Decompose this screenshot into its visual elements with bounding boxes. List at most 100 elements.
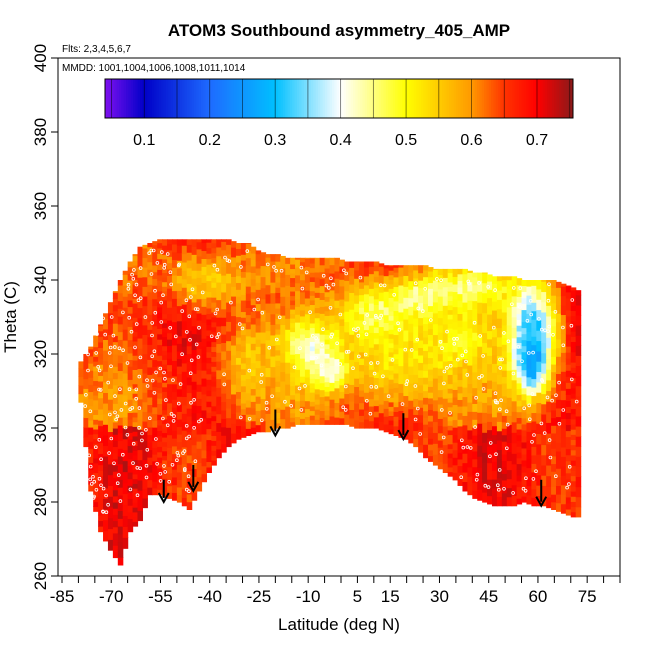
heatmap-cell xyxy=(167,383,173,391)
heatmap-cell xyxy=(157,473,163,480)
heatmap-cell xyxy=(575,355,582,367)
heatmap-cell xyxy=(226,330,232,342)
heatmap-cell xyxy=(487,305,493,315)
heatmap-cell xyxy=(216,431,222,441)
heatmap-cell xyxy=(290,412,296,418)
heatmap-cell xyxy=(265,394,272,405)
heatmap-cell xyxy=(457,386,464,394)
heatmap-cell xyxy=(186,392,193,401)
heatmap-cell xyxy=(255,353,262,362)
observation-point xyxy=(494,400,498,405)
heatmap-cell xyxy=(176,252,183,261)
heatmap-cell xyxy=(250,311,257,319)
heatmap-cell xyxy=(112,501,119,509)
observation-point xyxy=(121,310,125,315)
heatmap-cell xyxy=(127,346,134,354)
observation-point xyxy=(299,265,304,270)
heatmap-cell xyxy=(152,318,158,327)
heatmap-cell xyxy=(383,353,390,363)
heatmap-cell xyxy=(132,497,139,503)
observation-point xyxy=(344,271,349,276)
heatmap-cell xyxy=(531,280,537,286)
heatmap-cell xyxy=(467,346,473,357)
heatmap-cell xyxy=(324,391,331,397)
heatmap-cell xyxy=(526,280,532,287)
heatmap-cell xyxy=(368,347,375,356)
observation-point xyxy=(502,486,506,491)
heatmap-cell xyxy=(457,359,464,367)
colorbar-tick-label: 0.3 xyxy=(264,132,286,149)
heatmap-cell xyxy=(408,383,414,393)
observation-point xyxy=(159,320,164,324)
heatmap-cell xyxy=(240,254,247,261)
heatmap-cell xyxy=(201,417,208,427)
heatmap-cell xyxy=(368,420,375,429)
heatmap-cell xyxy=(176,373,183,382)
heatmap-cell xyxy=(452,291,459,300)
heatmap-cell xyxy=(186,470,193,479)
heatmap-cell xyxy=(477,313,483,325)
heatmap-cell xyxy=(413,285,419,295)
colorbar-segment xyxy=(259,79,263,118)
heatmap-cell xyxy=(452,434,459,443)
observation-point xyxy=(130,272,134,277)
heatmap-cell xyxy=(516,486,523,493)
heatmap-cell xyxy=(452,411,459,421)
heatmap-cell xyxy=(472,395,478,404)
heatmap-cell xyxy=(240,425,247,433)
heatmap-cell xyxy=(142,430,148,441)
heatmap-cell xyxy=(167,485,173,493)
observation-point xyxy=(528,298,533,303)
heatmap-cell xyxy=(359,364,365,372)
heatmap-cell xyxy=(290,345,296,351)
heatmap-cell xyxy=(127,412,134,420)
heatmap-cell xyxy=(541,444,547,456)
heatmap-cell xyxy=(245,392,252,401)
heatmap-cell xyxy=(157,483,163,490)
heatmap-cell xyxy=(191,317,198,327)
heatmap-cell xyxy=(299,394,306,401)
heatmap-cell xyxy=(93,336,99,343)
heatmap-cell xyxy=(88,391,94,400)
heatmap-cell xyxy=(423,310,429,318)
heatmap-cell xyxy=(319,327,326,335)
heatmap-cell xyxy=(137,510,144,522)
heatmap-cell xyxy=(491,470,498,480)
heatmap-cell xyxy=(275,396,281,403)
heatmap-cell xyxy=(314,414,321,420)
heatmap-cell xyxy=(363,266,370,277)
heatmap-cell xyxy=(98,336,104,343)
colorbar-segment xyxy=(493,79,497,118)
heatmap-cell xyxy=(201,354,208,363)
observation-point xyxy=(101,316,105,321)
heatmap-cell xyxy=(201,314,208,323)
heatmap-cell xyxy=(176,290,183,299)
heatmap-cell xyxy=(373,265,380,272)
colorbar-segment xyxy=(430,79,434,118)
heatmap-cell xyxy=(546,305,552,317)
heatmap-cell xyxy=(570,475,577,482)
observation-point xyxy=(522,406,526,411)
heatmap-cell xyxy=(383,361,390,370)
heatmap-cell xyxy=(541,352,547,364)
heatmap-cell xyxy=(98,453,104,460)
heatmap-cell xyxy=(447,314,454,320)
heatmap-cell xyxy=(290,268,296,274)
observation-point xyxy=(153,288,157,293)
heatmap-cell xyxy=(107,485,114,497)
heatmap-cell xyxy=(299,291,306,299)
heatmap-cell xyxy=(299,364,306,371)
heatmap-cell xyxy=(334,263,340,272)
heatmap-cell xyxy=(162,409,168,415)
heatmap-cell xyxy=(265,330,272,341)
heatmap-cell xyxy=(196,384,203,392)
observation-point xyxy=(123,401,128,406)
heatmap-cell xyxy=(363,284,370,295)
heatmap-cell xyxy=(442,314,449,325)
heatmap-cell xyxy=(157,285,163,292)
heatmap-cell xyxy=(570,496,577,502)
heatmap-cell xyxy=(211,252,217,259)
observation-point xyxy=(400,402,405,406)
heatmap-cell xyxy=(98,486,104,494)
heatmap-cell xyxy=(226,273,232,284)
